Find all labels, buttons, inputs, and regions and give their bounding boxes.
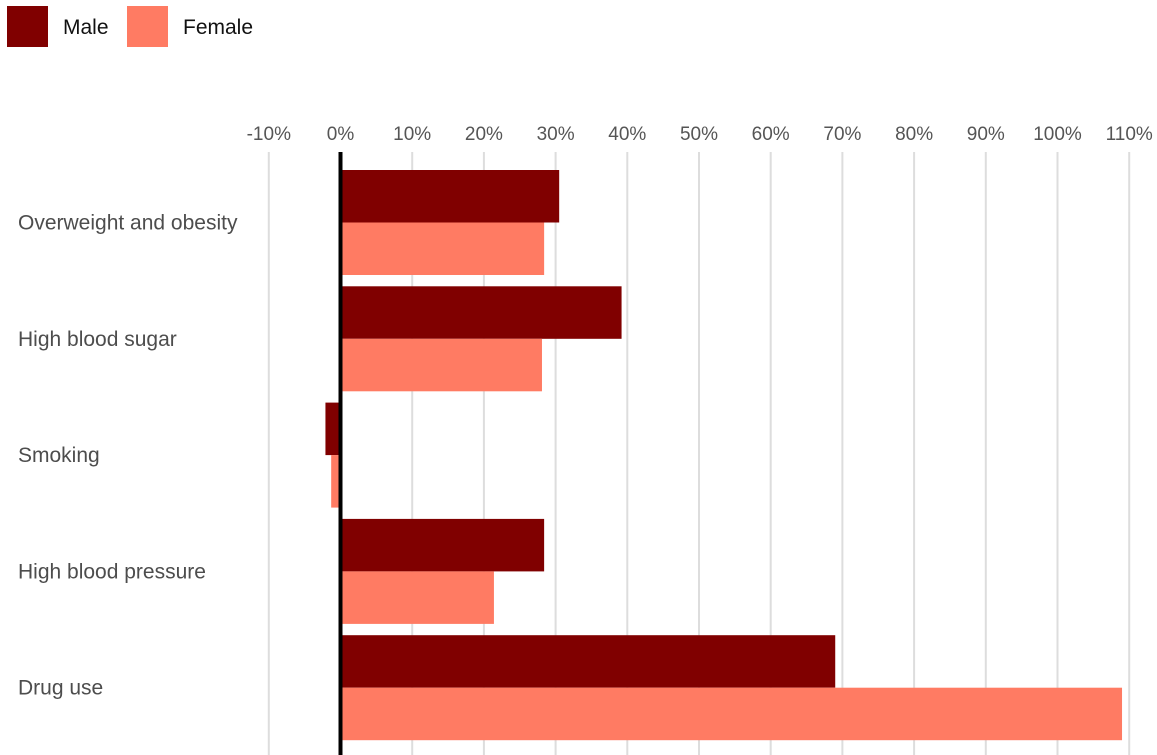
bar-female (331, 455, 341, 508)
bar-female (340, 687, 1123, 741)
x-axis-tick-labels: -10% 0% 10% 20% 30% 40% 50% 60% 70% 80% 90% 100% 110… (247, 124, 1153, 145)
x-tick-label: 30% (537, 124, 575, 145)
legend-swatch-female (127, 6, 168, 47)
category-label: Overweight and obesity (18, 212, 238, 235)
bar-male (325, 402, 341, 456)
x-tick-label: -10% (247, 124, 291, 145)
bar-male (340, 635, 836, 688)
category-label: Drug use (18, 677, 103, 700)
x-tick-label: 100% (1033, 124, 1082, 145)
legend-label-male: Male (63, 16, 109, 39)
category-label: High blood pressure (18, 560, 206, 583)
legend-swatch-male (7, 6, 48, 47)
bars (325, 170, 1123, 741)
bar-female (340, 338, 542, 392)
x-tick-label: 50% (680, 124, 718, 145)
x-tick-label: 110% (1106, 124, 1153, 145)
bar-male (340, 170, 560, 223)
category-label: High blood sugar (18, 328, 177, 351)
x-tick-label: 20% (465, 124, 503, 145)
category-label: Smoking (18, 444, 100, 467)
x-tick-label: 40% (608, 124, 646, 145)
x-tick-label: 10% (393, 124, 431, 145)
x-tick-label: 0% (327, 124, 355, 145)
legend-label-female: Female (183, 16, 253, 39)
bar-female (340, 222, 545, 275)
x-tick-label: 60% (752, 124, 790, 145)
x-tick-label: 90% (967, 124, 1005, 145)
bar-female (340, 571, 494, 624)
category-labels: Overweight and obesity High blood sugar Sm… (18, 212, 238, 700)
x-tick-label: 80% (895, 124, 933, 145)
bar-male (340, 518, 545, 572)
x-tick-label: 70% (823, 124, 861, 145)
legend: Male Female (7, 6, 253, 47)
bar-male (340, 286, 622, 339)
